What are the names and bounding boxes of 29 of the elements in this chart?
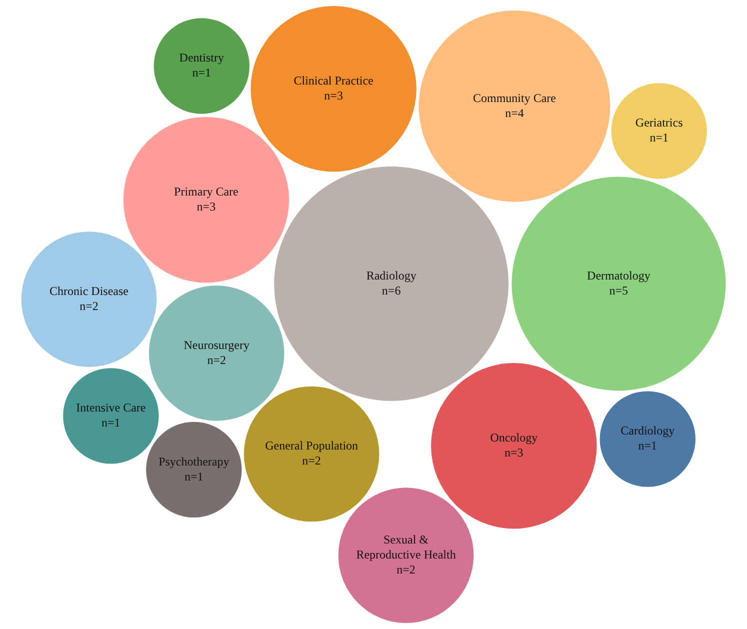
category-label: Psychotherapy [158, 454, 230, 468]
category-label: Clinical Practice [294, 74, 374, 88]
data-label: n=6 [382, 283, 401, 298]
data-label: n=1 [102, 416, 120, 430]
data-label: n=1 [650, 130, 668, 145]
data-label: n=3 [196, 199, 216, 214]
category-label: Community Care [472, 90, 556, 105]
category-label: Radiology [366, 268, 416, 282]
data-label: n=1 [192, 66, 212, 80]
data-label: n=1 [184, 469, 204, 484]
data-label: n=2 [302, 454, 321, 468]
data-label: n=2 [396, 562, 416, 576]
category-label: Neurosurgery [184, 338, 250, 352]
data-label: n=2 [207, 352, 226, 367]
category-label: Dermatology [587, 268, 650, 282]
data-label: n=4 [505, 106, 524, 120]
category-label: Geriatrics [635, 116, 684, 130]
data-label: n=2 [80, 298, 98, 313]
category-label: Dentistry [179, 50, 224, 65]
category-label: Cardiology [620, 424, 675, 438]
data-label: n=1 [638, 438, 658, 453]
data-label: n=3 [504, 446, 524, 460]
category-label: Primary Care [174, 184, 238, 198]
category-label: General Population [265, 438, 358, 453]
category-label: Chronic Disease [50, 284, 128, 298]
category-label: Intensive Care [76, 400, 146, 415]
data-label: n=3 [324, 88, 343, 103]
data-label: n=5 [609, 283, 628, 298]
category-label: Oncology [490, 430, 538, 445]
